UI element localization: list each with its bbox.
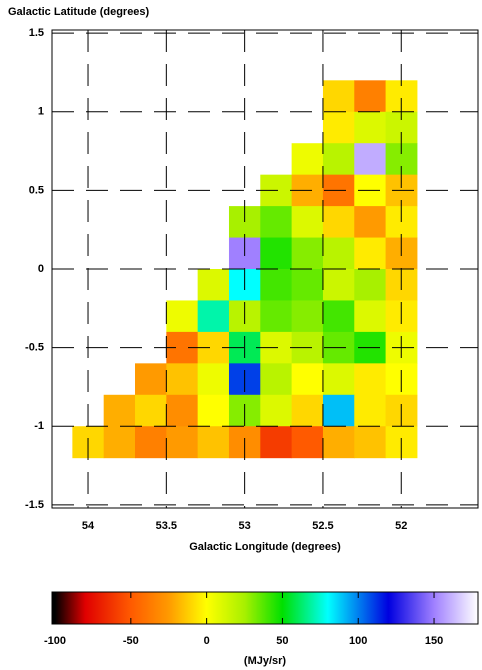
x-tick-label: 52.5 <box>312 520 333 532</box>
colorbar-tick-label: 50 <box>276 635 288 647</box>
heatmap-cell <box>260 394 293 427</box>
heatmap-cell <box>166 426 199 459</box>
heatmap-cell <box>322 206 355 239</box>
heatmap-cell <box>354 363 387 396</box>
y-tick-label: -1.5 <box>25 499 44 511</box>
heatmap-cell <box>197 426 230 459</box>
heatmap-cell <box>260 363 293 396</box>
heatmap-cell <box>291 394 324 427</box>
x-tick-label: 53 <box>239 520 251 532</box>
heatmap-cell <box>260 237 293 270</box>
colorbar-label: (MJy/sr) <box>244 655 287 667</box>
y-tick-label: -0.5 <box>25 342 44 354</box>
colorbar-tick-label: 150 <box>425 635 443 647</box>
heatmap-cell <box>135 426 167 459</box>
x-axis-label: Galactic Longitude (degrees) <box>189 541 341 553</box>
heatmap-cell <box>166 363 199 396</box>
heatmap-cell <box>354 237 387 270</box>
heatmap-cell <box>354 143 387 176</box>
heatmap-cell <box>322 237 355 270</box>
colorbar-tick-label: -100 <box>44 635 66 647</box>
heatmap-cell <box>291 300 324 333</box>
heatmap-cell <box>354 269 387 301</box>
heatmap-cell <box>103 394 136 427</box>
heatmap-cell <box>291 426 324 459</box>
heatmap-cell <box>260 269 293 301</box>
heatmap-cell <box>260 426 293 459</box>
heatmap-cell <box>197 363 230 396</box>
heatmap-cell <box>260 206 293 239</box>
heatmap-cell <box>354 300 387 333</box>
y-tick-label: 0.5 <box>29 184 44 196</box>
heatmap-cell <box>322 80 355 113</box>
chart-title: Galactic Latitude (degrees) <box>8 6 150 18</box>
heatmap-cell <box>291 143 324 176</box>
colorbar-tick-label: -50 <box>123 635 139 647</box>
heatmap-cell <box>354 426 387 459</box>
heatmap-cell <box>291 206 324 239</box>
y-tick-label: -1 <box>34 420 44 432</box>
heatmap-cell <box>135 363 167 396</box>
heatmap-cell <box>354 111 387 144</box>
colorbar-tick-label: 0 <box>204 635 210 647</box>
heatmap-cell <box>322 363 355 396</box>
heatmap-cell <box>354 394 387 427</box>
heatmap-cell <box>103 426 136 459</box>
heatmap-cell <box>322 111 355 144</box>
heatmap-cell <box>260 300 293 333</box>
heatmap-cell <box>322 269 355 301</box>
axes: 54 53.5 53 52.5 52 1.5 1 0.5 0 -0.5 -1 -1.5 <box>25 27 479 532</box>
heatmap-cell <box>291 269 324 301</box>
y-tick-label: 1.5 <box>29 27 44 39</box>
heatmap-cell <box>354 206 387 239</box>
y-tick-label: 1 <box>38 106 44 118</box>
heatmap-cell <box>166 300 199 333</box>
x-tick-label: 53.5 <box>156 520 177 532</box>
heatmap-cell <box>322 426 355 459</box>
heatmap-cell <box>197 269 230 301</box>
colorbar-tick-label: 100 <box>349 635 367 647</box>
heatmap-cell <box>322 394 355 427</box>
heatmap-cell <box>354 80 387 113</box>
heatmap-cell <box>166 394 199 427</box>
x-tick-label: 52 <box>395 520 407 532</box>
heatmap-cell <box>197 394 230 427</box>
heatmap-cell <box>197 300 230 333</box>
heatmap-cell <box>135 394 167 427</box>
colorbar <box>51 591 479 625</box>
heatmap-cell <box>322 143 355 176</box>
heatmap-cell <box>322 300 355 333</box>
heatmap-cell <box>291 363 324 396</box>
heatmap-cell <box>291 237 324 270</box>
x-tick-label: 54 <box>82 520 95 532</box>
y-tick-label: 0 <box>38 263 44 275</box>
